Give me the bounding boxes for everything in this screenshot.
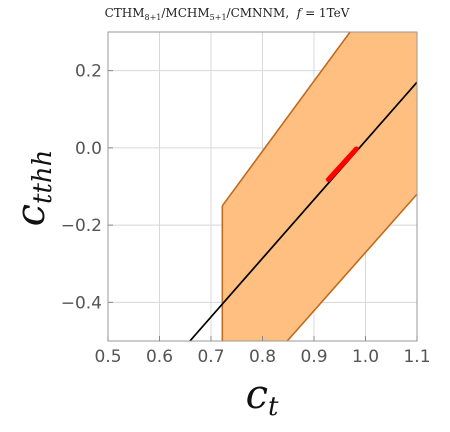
y-tick-label: −0.2: [61, 216, 102, 236]
band-lower-edge: [286, 193, 417, 341]
x-tick-label: 0.9: [300, 347, 327, 367]
black-reference-line: [189, 81, 417, 341]
band-layer: [221, 32, 417, 341]
red-segment: [325, 146, 359, 183]
allowed-region-band: [222, 32, 417, 341]
tick-labels: 0.5 0.6 0.7 0.8 0.9 1.0 1.1 0.2 0.0 −0.2 −0.4: [61, 62, 431, 367]
x-tick-label: 0.5: [94, 347, 121, 367]
y-tick-label: 0.2: [75, 62, 102, 82]
x-tick-label: 1.1: [403, 347, 430, 367]
x-tick-label: 0.8: [249, 347, 276, 367]
x-tick-label: 0.6: [146, 347, 173, 367]
x-tick-label: 0.7: [197, 347, 224, 367]
line-layer: [189, 81, 417, 341]
x-axis-label: ct: [246, 372, 279, 422]
chart-title: CTHM8+1/MCHM5+1/CMNNM, f = 1TeV: [105, 6, 350, 22]
y-tick-label: −0.4: [61, 293, 102, 313]
band-upper-edge: [221, 32, 351, 207]
y-tick-label: 0.0: [75, 139, 102, 159]
x-tick-label: 1.0: [352, 347, 379, 367]
y-axis-label: ctthh: [8, 150, 58, 227]
